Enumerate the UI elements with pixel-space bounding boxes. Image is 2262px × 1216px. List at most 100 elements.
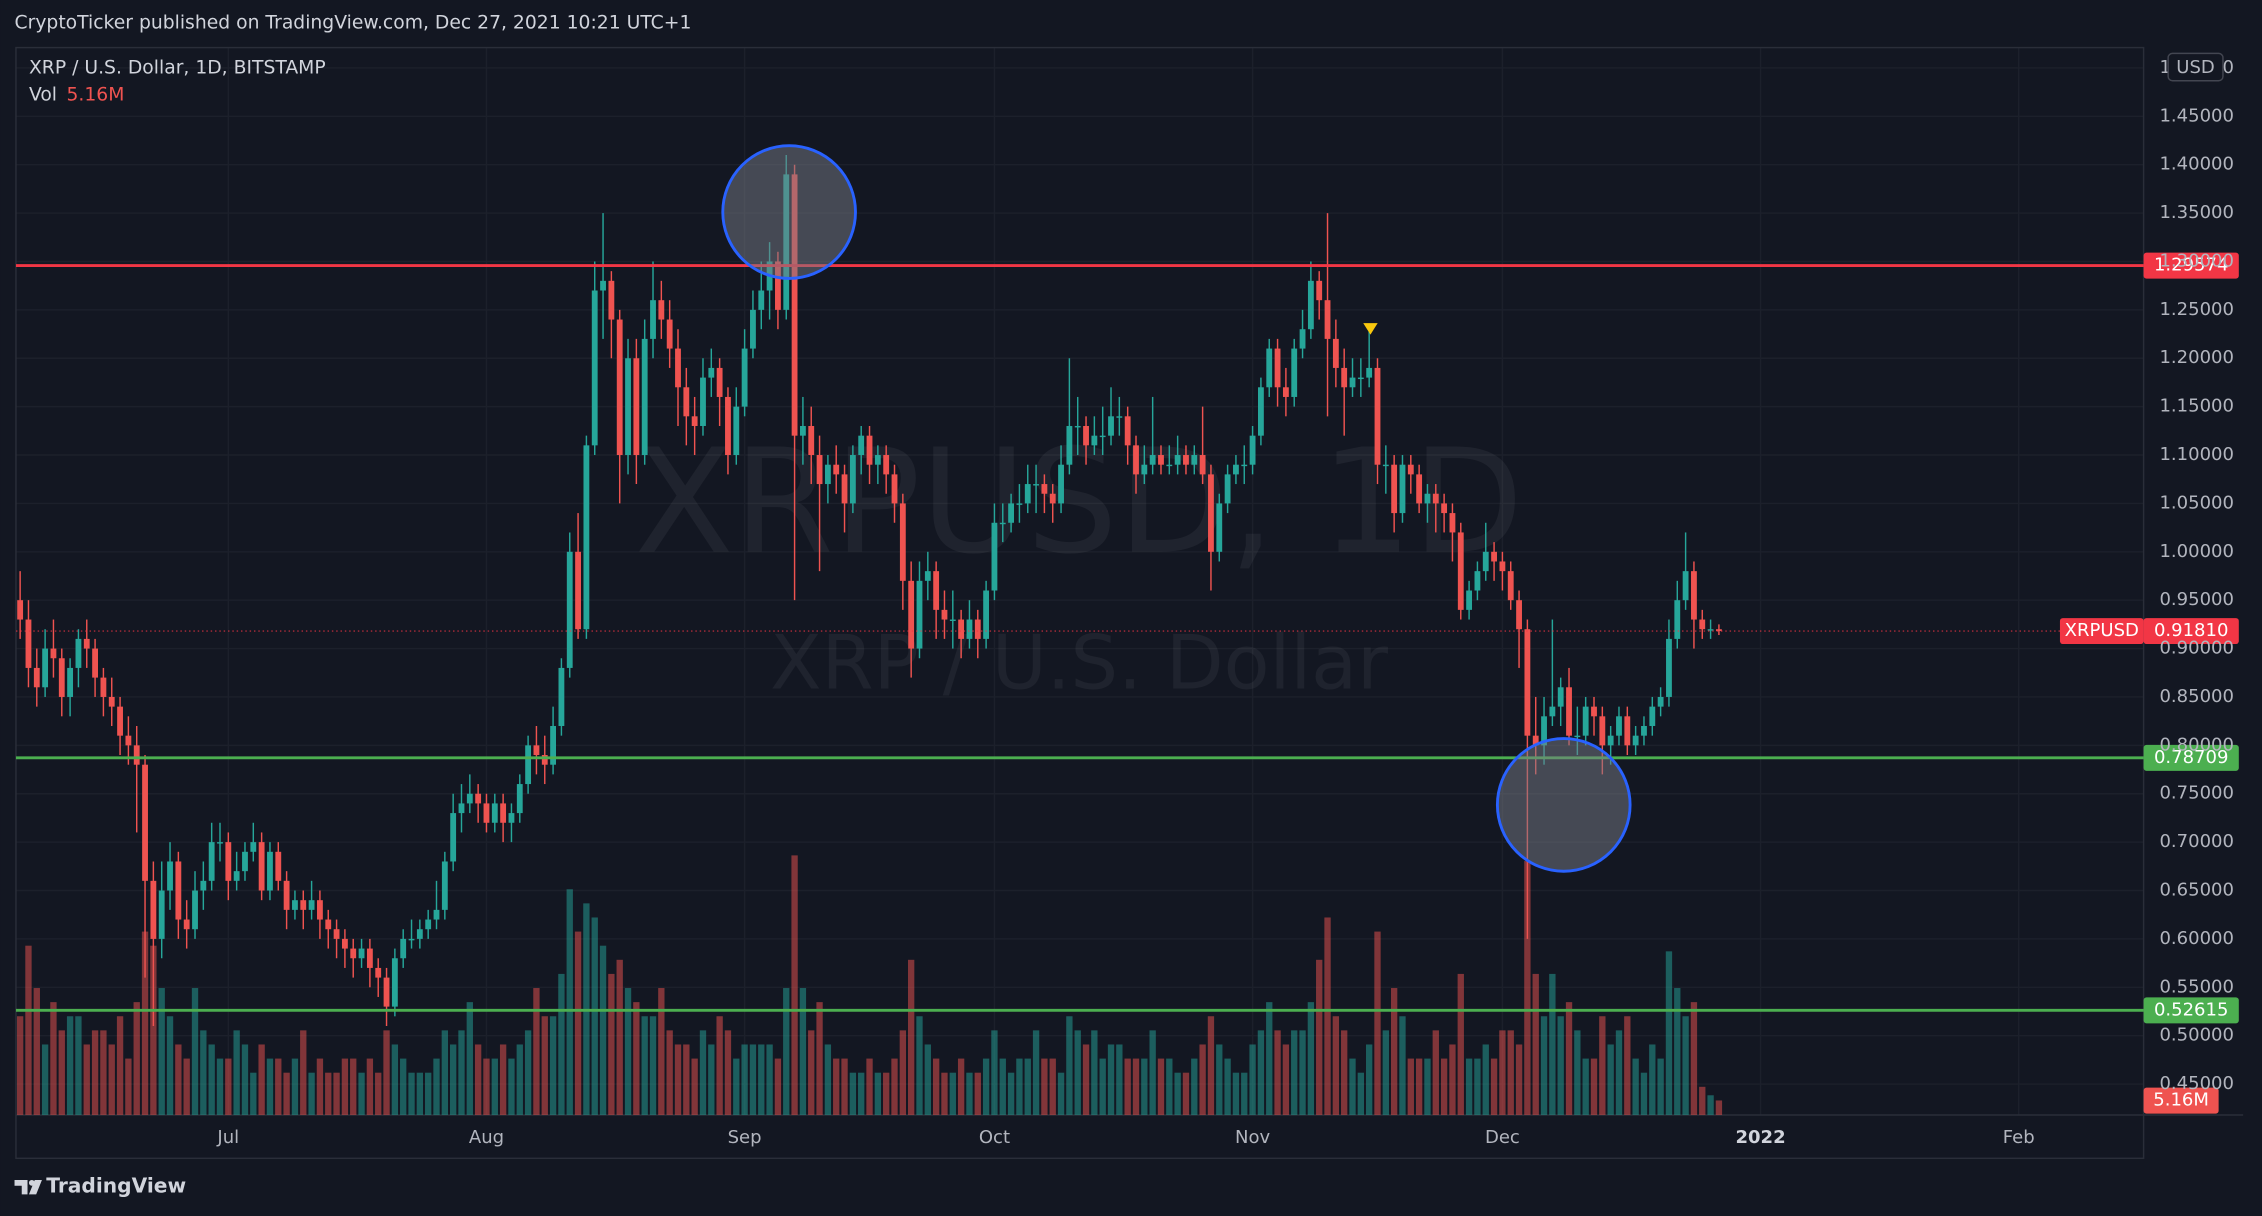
volume-bar: [1665, 951, 1673, 1116]
candle-body: [416, 929, 423, 939]
volume-bar: [341, 1058, 349, 1116]
y-tick-label: 0.50000: [2159, 1025, 2234, 1046]
candle-body: [300, 900, 307, 910]
volume-bar: [1132, 1058, 1140, 1116]
candle-body: [525, 745, 532, 785]
volume-bar: [1540, 1016, 1548, 1116]
volume-bar: [1257, 1030, 1265, 1116]
volume-bar: [1449, 1044, 1456, 1116]
x-tick-label: Jul: [216, 1127, 239, 1148]
candle-body: [1216, 503, 1223, 552]
candle-body: [583, 445, 590, 630]
candle-body: [1624, 716, 1631, 746]
volume-bar: [366, 1058, 374, 1116]
symbol-label: XRPUSD: [2065, 620, 2139, 641]
candle-body: [58, 658, 65, 697]
volume-bar: [1582, 1058, 1589, 1116]
candle-body: [858, 435, 865, 456]
volume-bar: [641, 1016, 648, 1116]
candle-body: [908, 580, 915, 649]
volume-bar: [699, 1030, 707, 1116]
candle-body: [775, 261, 781, 310]
volume-bar: [816, 1002, 823, 1116]
volume-bar: [200, 1030, 207, 1116]
candle-body: [42, 648, 49, 688]
x-tick-label: Oct: [979, 1127, 1010, 1148]
candle-body: [1649, 706, 1656, 726]
y-tick-label: 0.65000: [2159, 880, 2234, 901]
volume-bar: [1357, 1072, 1365, 1116]
currency-box[interactable]: [2167, 52, 2224, 82]
candle-body: [475, 793, 482, 804]
volume-bar: [1124, 1058, 1131, 1116]
volume-bar: [774, 1058, 782, 1116]
candle-body: [1391, 464, 1398, 514]
volume-legend: Vol: [29, 85, 57, 106]
volume-bar: [1141, 1058, 1148, 1116]
candle-body: [1041, 484, 1048, 494]
candle-body: [125, 735, 132, 746]
candle-body: [1416, 474, 1423, 504]
volume-bar: [674, 1044, 682, 1116]
volume-bar: [416, 1072, 424, 1116]
candle-body: [350, 948, 357, 959]
volume-bar: [358, 1072, 365, 1116]
volume-bar: [1574, 1030, 1581, 1116]
volume-bar: [649, 1016, 657, 1116]
candle-body: [233, 871, 240, 881]
volume-bar: [799, 988, 807, 1116]
watermark-description: XRP / U.S. Dollar: [770, 618, 1388, 706]
y-tick-label: 0.95000: [2159, 589, 2234, 610]
logo-icon: [14, 1179, 42, 1195]
volume-bar: [932, 1058, 940, 1116]
volume-bar: [783, 988, 790, 1116]
volume-bar: [1524, 861, 1531, 1116]
candle-body: [1599, 716, 1606, 746]
volume-bar: [1074, 1030, 1081, 1116]
candle-body: [183, 919, 190, 930]
candle-body: [250, 842, 257, 852]
volume-bar: [541, 1016, 548, 1116]
candle-body: [733, 406, 740, 456]
candle-body: [849, 455, 856, 504]
candle-body: [1183, 455, 1189, 465]
candle-body: [516, 784, 523, 814]
candle-body: [1024, 484, 1031, 504]
candle-body: [625, 358, 631, 456]
volume-bar: [1507, 1030, 1514, 1116]
x-tick-label: Sep: [728, 1127, 762, 1148]
candle-body: [1199, 455, 1206, 475]
candle-body: [508, 813, 515, 823]
candle-body: [791, 174, 798, 436]
level-label: 1.29574: [2154, 255, 2229, 276]
volume-bar: [1249, 1044, 1256, 1116]
candle-body: [1541, 716, 1547, 746]
candle-body: [317, 900, 323, 920]
candle-body: [575, 551, 581, 630]
candle-body: [1274, 348, 1281, 388]
last-volume-box: [2143, 1087, 2219, 1114]
y-tick-label: 1.30000: [2159, 250, 2234, 271]
volume-bar: [1482, 1044, 1489, 1116]
volume-bar: [75, 1016, 82, 1116]
volume-bar: [158, 988, 165, 1116]
candle-body: [491, 803, 498, 823]
candle-body: [450, 813, 457, 862]
candle-body: [1382, 464, 1389, 467]
volume-bar: [1324, 917, 1331, 1116]
candle-body: [1674, 600, 1681, 639]
volume-bar: [599, 945, 607, 1116]
y-tick-label: 0.85000: [2159, 686, 2234, 707]
candle-body: [1457, 532, 1464, 610]
volume-bar: [1557, 1016, 1564, 1116]
volume-bar: [1149, 1030, 1156, 1116]
candle-body: [1591, 706, 1597, 717]
candle-body: [1299, 329, 1306, 349]
candle-body: [17, 600, 24, 620]
candle-body: [1208, 474, 1214, 552]
volume-bar: [1016, 1058, 1023, 1116]
candle-body: [217, 842, 223, 844]
candle-body: [1099, 435, 1106, 438]
candle-body: [267, 851, 273, 891]
